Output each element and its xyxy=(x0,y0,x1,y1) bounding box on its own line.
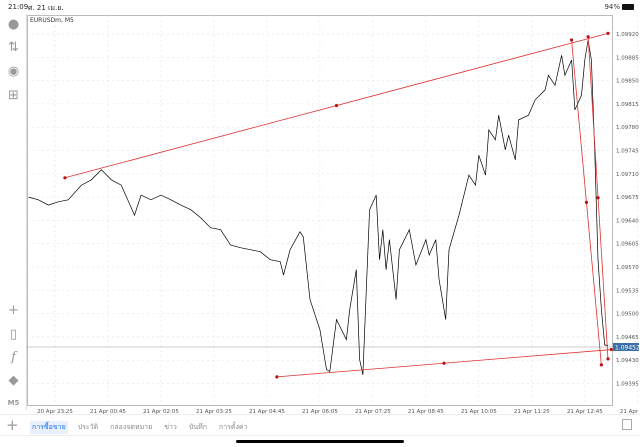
x-tick-label: 21 Apr 04:45 xyxy=(249,409,285,414)
x-tick-label: 21 Apr 10:05 xyxy=(461,409,497,414)
x-tick-label: 21 Apr 06:05 xyxy=(302,409,338,414)
y-tick-label: 1.09885 xyxy=(616,55,639,61)
date: ศ. 21 เม.ย. xyxy=(28,4,64,12)
y-tick-label: 1.09710 xyxy=(616,172,639,178)
account-icon[interactable]: ● xyxy=(7,17,20,32)
x-tick-label: 21 Apr 02:05 xyxy=(143,409,179,414)
y-tick-label: 1.09605 xyxy=(616,242,639,248)
bottom-nav: + การซื้อขาย ประวัติ กล่องจดหมาย ข่าว บันทึก… xyxy=(0,414,640,436)
crosshair-icon[interactable]: + xyxy=(8,303,19,318)
new-document-icon[interactable]: ⊞ xyxy=(8,88,19,103)
x-tick-label: 21 Apr 12:45 xyxy=(567,409,603,414)
trendline-handle[interactable] xyxy=(442,361,446,365)
x-tick-label: 21 Apr 14:05 xyxy=(620,409,640,414)
x-tick-label: 21 Apr 00:45 xyxy=(90,409,126,414)
trendline-handle[interactable] xyxy=(584,200,589,205)
tab-0[interactable]: การซื้อขาย xyxy=(30,421,68,434)
candlestick-icon[interactable]: ▯ xyxy=(9,327,18,342)
trendline-handle[interactable] xyxy=(569,38,574,42)
layout-icon[interactable] xyxy=(622,419,632,430)
x-tick-label: 20 Apr 23:25 xyxy=(37,409,73,414)
tab-4[interactable]: บันทึก xyxy=(188,423,207,431)
battery-icon xyxy=(622,4,634,10)
trendline-handle[interactable] xyxy=(586,35,590,39)
x-tick-label: 21 Apr 03:25 xyxy=(196,409,232,414)
y-tick-label: 1.09745 xyxy=(616,148,639,154)
trendline-handle[interactable] xyxy=(275,375,279,379)
tab-3[interactable]: ข่าว xyxy=(164,423,177,431)
status-bar: 21:09 ศ. 21 เม.ย. 94% xyxy=(0,0,640,14)
y-tick-label: 1.09535 xyxy=(616,288,639,294)
home-indicator xyxy=(236,440,404,443)
price-chart[interactable]: EURUSDm, M5 1.09920 1.09885 1.09850 1.09815… xyxy=(0,0,640,414)
y-tick-label: 1.09780 xyxy=(616,125,639,131)
y-tick-label: 1.09640 xyxy=(616,218,639,224)
function-icon[interactable]: f xyxy=(11,350,16,365)
tab-5[interactable]: การตั้งค่า xyxy=(218,423,248,431)
objects-icon[interactable]: ◆ xyxy=(8,373,19,388)
left-toolbar: ● ⇅ ◉ ⊞ + ▯ f ◆ M5 xyxy=(0,14,27,410)
y-tick-label: 1.09920 xyxy=(616,32,639,38)
trade-arrows-icon[interactable]: ⇅ xyxy=(8,40,19,55)
y-tick-label: 1.09570 xyxy=(616,265,639,271)
chat-icon[interactable]: ◉ xyxy=(7,64,20,79)
y-tick-label: 1.09500 xyxy=(616,312,639,318)
trendline-handle[interactable] xyxy=(63,176,67,180)
trendline-handle[interactable] xyxy=(596,196,600,200)
x-tick-label: 21 Apr 08:45 xyxy=(408,409,444,414)
current-price-label-bg xyxy=(613,343,639,351)
trendline-handle[interactable] xyxy=(599,363,603,367)
price-series-line xyxy=(28,39,609,375)
y-tick-label: 1.09395 xyxy=(616,381,639,387)
trendline-handle[interactable] xyxy=(334,103,339,108)
y-tick-label: 1.09850 xyxy=(616,79,639,85)
add-icon[interactable]: + xyxy=(6,416,19,434)
battery-level: 94% xyxy=(604,3,620,11)
y-tick-label: 1.09465 xyxy=(616,335,639,341)
timeframe-button[interactable]: M5 xyxy=(7,399,20,407)
current-price-label: 1.09452 xyxy=(615,345,640,352)
x-tick-label: 21 Apr 07:25 xyxy=(355,409,391,414)
tab-1[interactable]: ประวัติ xyxy=(77,423,99,431)
trendline-handle[interactable] xyxy=(606,31,610,35)
tab-2[interactable]: กล่องจดหมาย xyxy=(110,423,153,431)
chart-title: EURUSDm, M5 xyxy=(30,17,74,24)
trendline-handle[interactable] xyxy=(606,357,610,361)
clock: 21:09 xyxy=(8,3,29,11)
y-tick-label: 1.09430 xyxy=(616,358,639,364)
y-tick-label: 1.09815 xyxy=(616,102,639,108)
y-tick-label: 1.09675 xyxy=(616,195,639,201)
x-tick-label: 21 Apr 11:25 xyxy=(514,409,550,414)
trendline-handle[interactable] xyxy=(609,347,613,352)
